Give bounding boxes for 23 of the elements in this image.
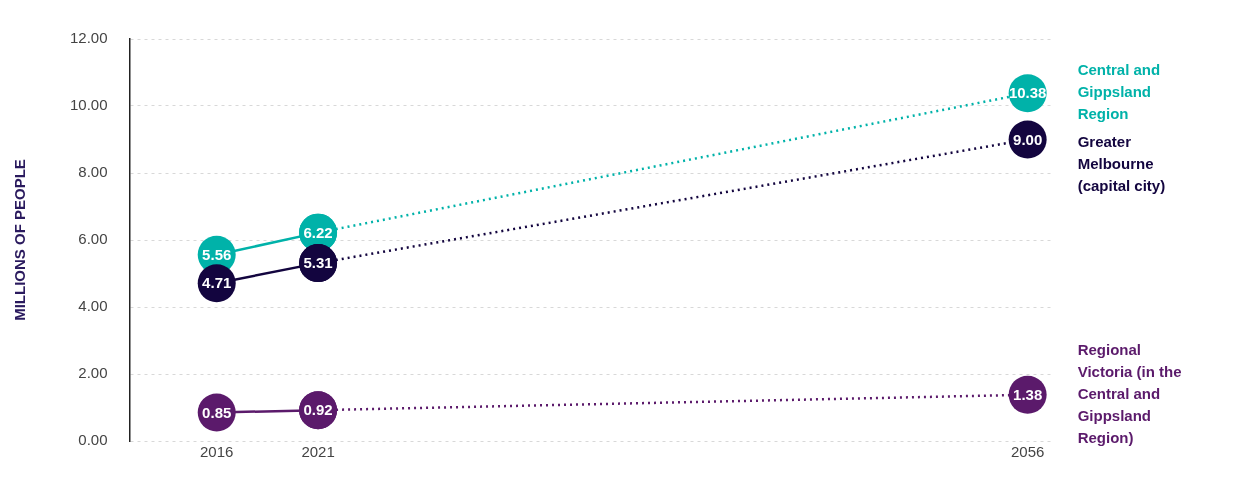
x-tick-label: 2056 (1010, 443, 1045, 461)
text: Central and Gippsland Region (1077, 61, 1161, 123)
data-label: 5.31 (303, 254, 333, 272)
x-tick-label: 2021 (301, 443, 335, 461)
y-tick-label: 8.00 (78, 163, 108, 181)
data-label: 6.22 (303, 223, 333, 241)
text: Regional Victoria (in the Central and Gippsland Region) (1077, 340, 1182, 446)
y-tick-label: 12.00 (69, 29, 108, 47)
y-tick-label: 10.00 (69, 96, 108, 114)
data-label: 0.92 (303, 401, 333, 419)
y-tick-label: 0.00 (78, 431, 108, 449)
y-tick-label: 6.00 (78, 230, 108, 248)
data-label: 1.38 (1013, 385, 1043, 403)
y-axis-title: MILLIONS OF PEOPLE (11, 159, 29, 321)
y-tick-label: 2.00 (78, 364, 108, 382)
y-tick-label: 4.00 (78, 297, 108, 315)
x-tick-label: 2016 (200, 443, 234, 461)
text: Greater Melbourne (capital city) (1077, 133, 1166, 195)
data-label: 9.00 (1013, 130, 1043, 148)
data-label: 10.38 (1008, 84, 1047, 102)
data-label: 0.85 (202, 403, 232, 421)
data-label: 5.56 (202, 245, 232, 263)
data-label: 4.71 (202, 274, 232, 292)
